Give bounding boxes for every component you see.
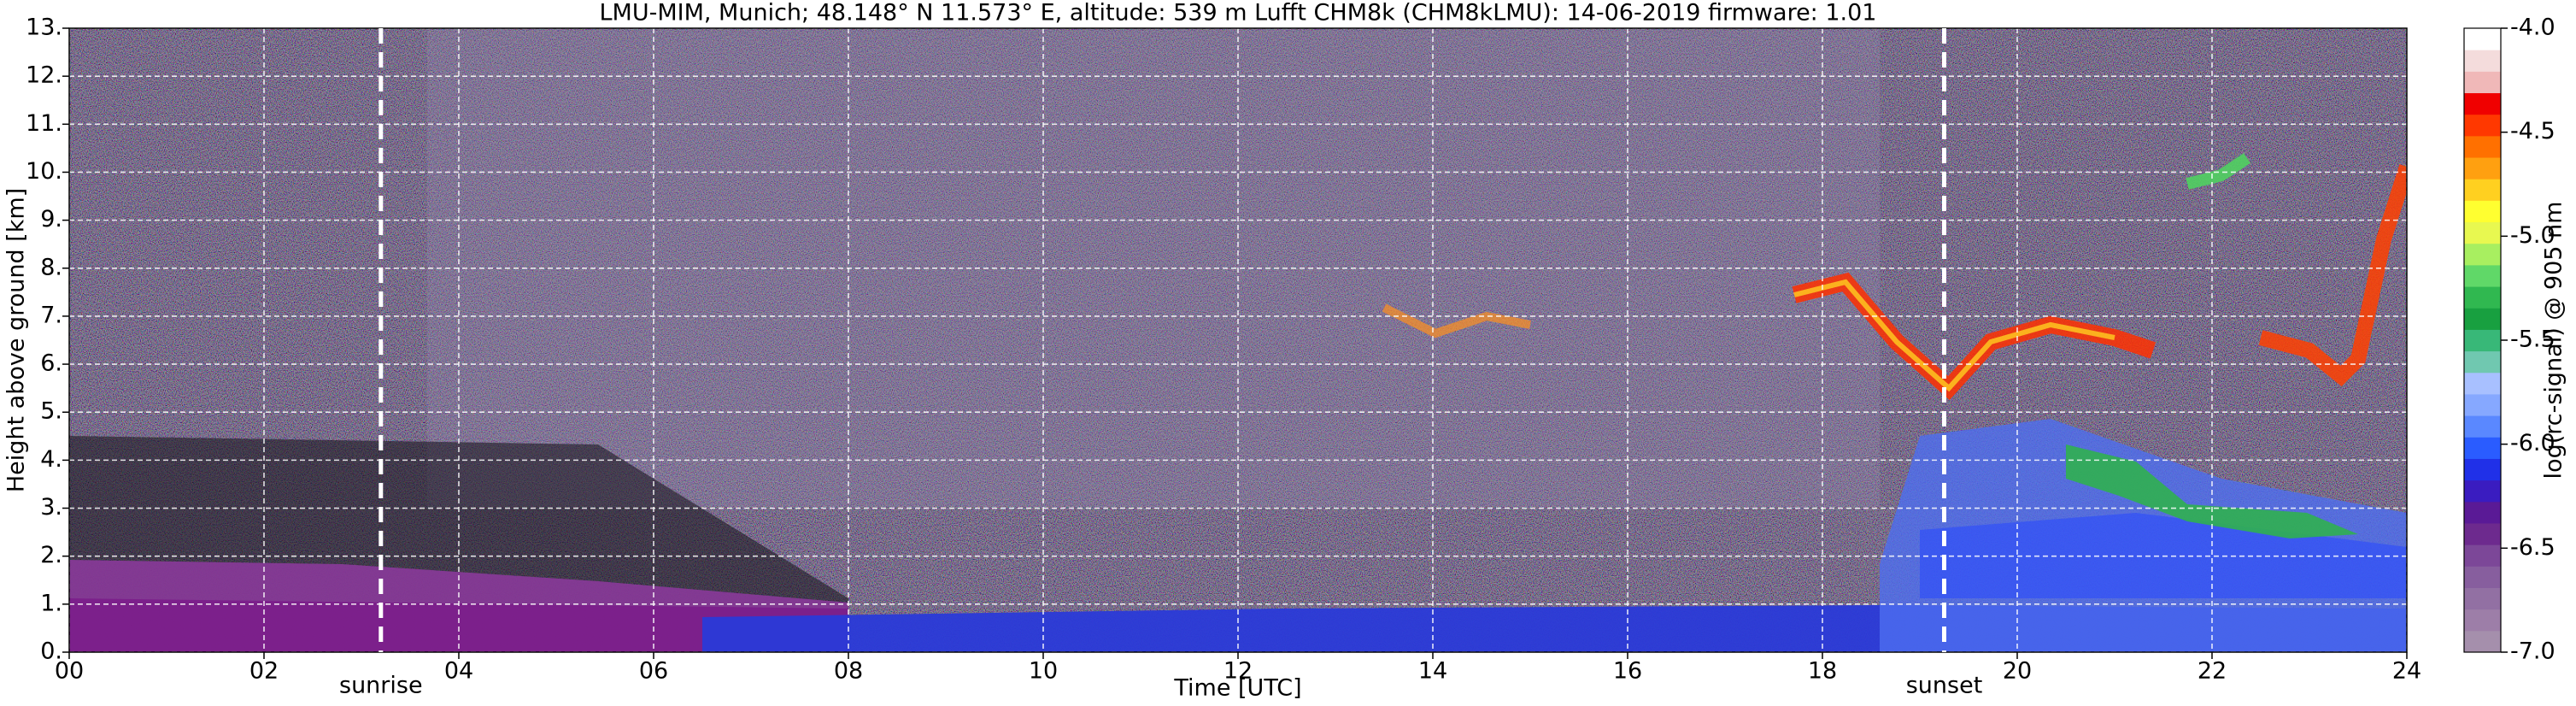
colorbar-bin [2464,92,2501,115]
y-tick-label: 2. [40,542,62,568]
x-tick-label: 20 [2003,658,2032,685]
x-tick-label: 14 [1418,658,1447,685]
x-tick-label: 18 [1808,658,1837,685]
colorbar-label: log(rc-signal) @ 905 nm [2541,202,2567,479]
x-tick-label: 06 [639,658,668,685]
colorbar-bin [2464,286,2501,309]
x-tick-label: 00 [55,658,84,685]
x-axis-label: Time [UTC] [1173,675,1301,702]
y-tick-label: 1. [40,590,62,616]
green-layer [2066,444,2358,538]
colorbar-bin [2464,544,2501,567]
y-tick-label: 8. [40,254,62,280]
annotation-label: sunset [1906,673,1983,699]
colorbar-bin [2464,609,2501,632]
y-tick-label: 3. [40,494,62,521]
y-tick-label: 4. [40,446,62,473]
colorbar-bin [2464,28,2501,50]
colorbar-bin [2464,71,2501,94]
colorbar-bin [2464,308,2501,330]
cloud-3 [2186,153,2250,190]
colorbar-tick-label: -6.5 [2510,534,2555,561]
x-tick-label: 10 [1029,658,1058,685]
colorbar-bin [2464,329,2501,352]
x-tick-label: 22 [2198,658,2227,685]
colorbar-bin [2464,264,2501,287]
y-tick-label: 10. [26,158,62,185]
colorbar-bin [2464,372,2501,395]
colorbar-tick-label: -4.5 [2510,118,2555,144]
y-tick-label: 0. [40,638,62,665]
y-tick-label: 13. [26,15,62,41]
x-tick-label: 02 [249,658,279,685]
cloud-2 [2258,164,2407,387]
colorbar-bin [2464,458,2501,481]
y-tick-label: 12. [26,62,62,89]
chart-title: LMU-MIM, Munich; 48.148° N 11.573° E, al… [600,0,1877,26]
y-tick-label: 9. [40,206,62,232]
y-tick-label: 7. [40,302,62,328]
y-axis-label: Height above ground [km] [3,188,30,492]
colorbar-tick-label: -7.0 [2510,638,2555,665]
colorbar-bin [2464,350,2501,374]
colorbar-bin [2464,479,2501,503]
colorbar-bin [2464,50,2501,72]
colorbar-bin [2464,221,2501,244]
colorbar-tick-label: -5.0 [2510,222,2555,249]
colorbar-bin [2464,415,2501,438]
annotation-label: sunrise [339,673,423,699]
colorbar-bin [2464,522,2501,545]
colorbar-bin [2464,157,2501,179]
x-tick-label: 12 [1223,658,1253,685]
x-tick-label: 16 [1613,658,1642,685]
colorbar-bin [2464,587,2501,610]
colorbar-bin [2464,114,2501,137]
colorbar-bin [2464,393,2501,416]
x-tick-label: 08 [834,658,863,685]
colorbar-bin [2464,630,2501,653]
y-tick-label: 5. [40,398,62,425]
x-tick-label: 24 [2392,658,2421,685]
colorbar-bin [2464,243,2501,266]
colorbar-tick-label: -4.0 [2510,15,2555,41]
x-tick-label: 04 [444,658,473,685]
y-tick-label: 6. [40,350,62,377]
colorbar-bin [2464,437,2501,459]
colorbar-bin [2464,135,2501,158]
colorbar-bin [2464,501,2501,524]
colorbar-tick-label: -6.0 [2510,430,2555,456]
colorbar-bin [2464,200,2501,223]
colorbar-bin [2464,179,2501,201]
colorbar-tick-label: -5.5 [2510,327,2555,353]
y-tick-label: 11. [26,110,62,137]
cloud-edge [1793,279,2115,392]
colorbar-bin [2464,566,2501,588]
cloud-4 [1382,303,1531,338]
